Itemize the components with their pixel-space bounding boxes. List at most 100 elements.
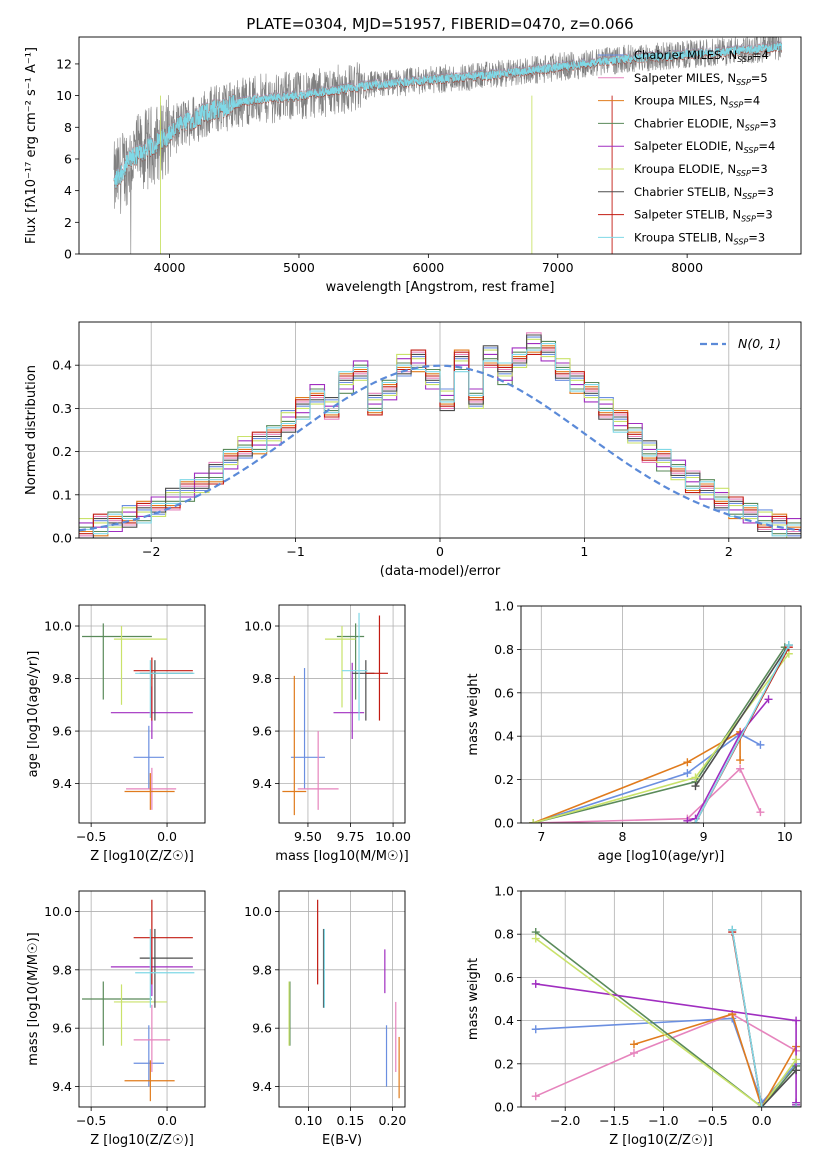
age_vs_Z-xlabel: Z [log10(Z/Z☉)] (90, 849, 194, 864)
y-tick-label: 0.8 (494, 642, 514, 657)
weight_vs_age-xlabel: age [log10(age/yr)] (598, 849, 725, 864)
age_vs_Z-plot-area (79, 605, 205, 823)
y-tick-label: 10.0 (44, 904, 72, 919)
residuals-marks (79, 332, 801, 538)
y-tick-label: 10 (56, 88, 72, 103)
x-tick-label: −1.5 (599, 1113, 629, 1128)
weight-point-marker (792, 1055, 801, 1064)
x-tick-label: 0.0 (157, 829, 177, 844)
x-tick-label: 9 (700, 829, 708, 844)
mass_vs_Z-marks (82, 899, 195, 1102)
spectrum-frame (78, 36, 802, 255)
weight-point-marker (792, 1103, 801, 1107)
y-tick-label: 0.1 (52, 487, 72, 502)
x-tick-label: 10 (777, 829, 793, 844)
weight_vs_Z-marks (531, 925, 801, 1107)
y-tick-label: 9.4 (52, 776, 72, 791)
legend-entry: Chabrier STELIB, NSSP=3 (634, 185, 774, 201)
y-tick-label: 4 (64, 183, 72, 198)
y-tick-label: 9.6 (252, 724, 272, 739)
x-tick-label: 10.00 (375, 829, 411, 844)
y-tick-label: 9.8 (52, 962, 72, 977)
x-tick-label: −1 (286, 544, 304, 559)
weight-point-marker (531, 979, 540, 988)
y-tick-label: 0.8 (494, 927, 514, 942)
weight-point-marker (756, 740, 765, 749)
weight-series-line (535, 1013, 797, 1097)
x-tick-label: 2 (725, 544, 733, 559)
weight_vs_Z-axes: −2.0 −1.5 −1.0 −0.5 0.0 0.0 0.2 0.4 0.6 0.8 1.0 Z [… (466, 884, 802, 1148)
mass_vs_Z-frame (78, 890, 206, 1108)
x-tick-label: −2 (142, 544, 160, 559)
spectrum-axes: 4000 5000 6000 7000 8000 0 2 4 6 8 10 12 wavelength … (24, 36, 802, 295)
mass_vs_ebv-axes: 0.10 0.15 0.20 9.4 9.6 9.8 10.0 E(B-V) (244, 890, 406, 1148)
x-tick-label: 4000 (154, 260, 186, 275)
y-tick-label: 10.0 (244, 619, 272, 634)
y-tick-label: 10.0 (44, 619, 72, 634)
y-tick-label: 1.0 (494, 599, 514, 614)
weight-point-marker (683, 816, 692, 823)
weight-series-line (535, 937, 797, 1107)
y-tick-label: 9.4 (52, 1079, 72, 1094)
y-tick-label: 0.2 (494, 1056, 514, 1071)
legend-entry: N(0, 1) (738, 336, 781, 351)
y-tick-label: 0.2 (52, 444, 72, 459)
x-tick-label: 0.15 (336, 1113, 364, 1128)
legend-entry: Salpeter STELIB, NSSP=3 (634, 208, 773, 224)
mass_vs_ebv-xlabel: E(B-V) (322, 1133, 362, 1148)
residuals-xlabel: (data-model)/error (380, 564, 501, 579)
legend-entry: Chabrier MILES, NSSP=4 (634, 48, 769, 64)
legend-entry: Salpeter ELODIE, NSSP=4 (634, 139, 775, 155)
weight_vs_Z-xlabel: Z [log10(Z/Z☉)] (609, 1133, 713, 1148)
weight-series-line (731, 929, 797, 1107)
x-tick-label: 0.0 (157, 1113, 177, 1128)
weight-series-line (532, 730, 741, 823)
mass_vs_ebv-marks (288, 899, 400, 1099)
weight-point-marker (764, 695, 773, 704)
weight-point-marker (691, 773, 700, 782)
histogram-series-line (79, 343, 801, 537)
weight-point-marker (531, 1025, 540, 1034)
y-tick-label: 9.6 (252, 1021, 272, 1036)
weight-series-line (535, 931, 797, 1107)
age_vs_mass-xlabel: mass [log10(M/M☉)] (275, 849, 408, 864)
spectrum-xlabel: wavelength [Angstrom, rest frame] (326, 280, 555, 295)
y-tick-label: 12 (56, 56, 72, 71)
weight-point-marker (792, 1016, 801, 1025)
x-tick-label: −0.5 (697, 1113, 727, 1128)
legend-entry: Chabrier ELODIE, NSSP=3 (634, 116, 776, 132)
age_vs_Z-axes: −0.5 0.0 9.4 9.6 9.8 10.0 Z [log10(Z/Z☉)] age [… (26, 604, 206, 864)
x-tick-label: 0.20 (378, 1113, 406, 1128)
y-tick-label: 0 (64, 247, 72, 262)
weight-point-marker (529, 819, 538, 823)
mass_vs_ebv-plot-area (279, 891, 405, 1107)
age_vs_mass-grid (279, 605, 405, 823)
x-tick-label: −1.0 (648, 1113, 678, 1128)
x-tick-label: 0 (436, 544, 444, 559)
x-tick-label: 6000 (412, 260, 444, 275)
weight-point-marker (683, 769, 692, 778)
spectrum-model-line (113, 42, 783, 188)
spectrum-marks (113, 37, 783, 254)
weight-series-line (633, 1013, 797, 1107)
mass_vs_ebv-frame (278, 890, 406, 1108)
legend-entry: Salpeter MILES, NSSP=5 (634, 71, 768, 87)
weight-point-marker (736, 756, 745, 765)
age_vs_Z-frame (78, 604, 206, 824)
y-tick-label: 9.4 (252, 776, 272, 791)
weight-point-marker (792, 1066, 801, 1075)
y-tick-label: 0.0 (52, 531, 72, 546)
figure-title: PLATE=0304, MJD=51957, FIBERID=0470, z=0… (246, 15, 633, 33)
y-tick-label: 6 (64, 151, 72, 166)
x-tick-label: 7 (537, 829, 545, 844)
x-tick-label: −2.0 (550, 1113, 580, 1128)
weight-point-marker (683, 758, 692, 767)
residuals-axes: −2 −1 0 1 2 0.0 0.1 0.2 0.3 0.4 (data-model)/error… (24, 321, 802, 579)
mass_vs_Z-axes: −0.5 0.0 9.4 9.6 9.8 10.0 Z [log10(Z/Z☉)] mass … (26, 890, 206, 1148)
y-tick-label: 9.6 (52, 1021, 72, 1036)
y-tick-label: 0.0 (494, 816, 514, 831)
mass_vs_ebv-grid (279, 891, 405, 1107)
x-tick-label: −0.5 (76, 829, 106, 844)
weight-series-line (533, 767, 762, 823)
y-tick-label: 9.8 (252, 671, 272, 686)
